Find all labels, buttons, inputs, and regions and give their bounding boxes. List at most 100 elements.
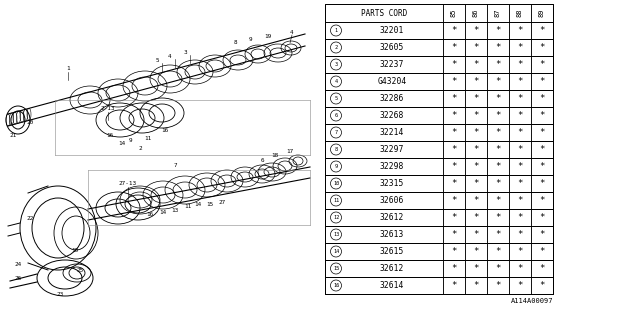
Text: 21: 21 (10, 132, 17, 138)
Text: *: * (517, 162, 523, 171)
Bar (487, 90, 509, 107)
Text: 32615: 32615 (380, 247, 404, 256)
Text: *: * (474, 26, 479, 35)
Bar (443, 209, 465, 226)
Text: 7: 7 (335, 130, 337, 135)
Bar (465, 243, 487, 260)
Text: 10: 10 (333, 181, 339, 186)
Text: *: * (495, 196, 500, 205)
Text: *: * (517, 179, 523, 188)
Text: *: * (495, 281, 500, 290)
Text: *: * (451, 145, 457, 154)
Bar (325, 56, 553, 73)
Circle shape (330, 59, 342, 70)
Bar (325, 141, 443, 158)
Text: *: * (451, 60, 457, 69)
Bar (443, 226, 465, 243)
Text: *: * (474, 145, 479, 154)
Bar (509, 175, 531, 192)
Bar (325, 158, 443, 175)
Bar (443, 22, 465, 39)
Text: *: * (451, 281, 457, 290)
Text: *: * (474, 162, 479, 171)
Text: *: * (517, 26, 523, 35)
Circle shape (330, 246, 342, 257)
Text: 32613: 32613 (380, 230, 404, 239)
Text: *: * (495, 247, 500, 256)
Bar (531, 4, 553, 22)
Bar (443, 192, 465, 209)
Text: *: * (540, 94, 545, 103)
Text: *: * (451, 43, 457, 52)
Bar (465, 141, 487, 158)
Text: *: * (474, 111, 479, 120)
Text: *: * (495, 77, 500, 86)
Text: 27: 27 (218, 201, 226, 205)
Bar (509, 90, 531, 107)
Bar (487, 4, 509, 22)
Text: *: * (474, 60, 479, 69)
Bar (509, 226, 531, 243)
Bar (487, 56, 509, 73)
Bar (325, 4, 553, 294)
Bar (531, 56, 553, 73)
Bar (531, 243, 553, 260)
Bar (531, 73, 553, 90)
Text: 32237: 32237 (380, 60, 404, 69)
Text: 11: 11 (333, 198, 339, 203)
Text: *: * (540, 230, 545, 239)
Text: 14: 14 (159, 211, 166, 215)
Text: 32297: 32297 (380, 145, 404, 154)
Text: *: * (474, 77, 479, 86)
Bar (443, 141, 465, 158)
Bar (325, 22, 553, 39)
Circle shape (330, 229, 342, 240)
Bar (465, 73, 487, 90)
Bar (325, 192, 443, 209)
Text: *: * (540, 264, 545, 273)
Circle shape (330, 212, 342, 223)
Bar (443, 158, 465, 175)
Bar (487, 209, 509, 226)
Bar (465, 107, 487, 124)
Bar (465, 277, 487, 294)
Bar (325, 56, 443, 73)
Bar (325, 175, 553, 192)
Bar (443, 56, 465, 73)
Circle shape (330, 110, 342, 121)
Bar (325, 260, 553, 277)
Bar (325, 39, 443, 56)
Text: *: * (474, 247, 479, 256)
Text: *: * (451, 94, 457, 103)
Bar (465, 56, 487, 73)
Text: *: * (517, 145, 523, 154)
Bar (443, 260, 465, 277)
Text: 32315: 32315 (380, 179, 404, 188)
Bar (487, 141, 509, 158)
Text: 19: 19 (264, 34, 271, 38)
Text: 14: 14 (118, 140, 125, 146)
Text: *: * (517, 60, 523, 69)
Text: *: * (517, 94, 523, 103)
Text: 16: 16 (161, 127, 168, 132)
Circle shape (330, 263, 342, 274)
Bar (509, 141, 531, 158)
Text: *: * (451, 179, 457, 188)
Bar (465, 22, 487, 39)
Circle shape (330, 161, 342, 172)
Bar (531, 22, 553, 39)
Bar (325, 209, 443, 226)
Bar (509, 277, 531, 294)
Text: 4: 4 (335, 79, 337, 84)
Text: 32612: 32612 (380, 264, 404, 273)
Bar (325, 260, 443, 277)
Bar (325, 277, 553, 294)
Text: *: * (540, 60, 545, 69)
Circle shape (330, 280, 342, 291)
Text: 32268: 32268 (380, 111, 404, 120)
Bar (465, 4, 487, 22)
Bar (465, 39, 487, 56)
Text: 14: 14 (333, 249, 339, 254)
Bar (325, 243, 553, 260)
Bar (487, 277, 509, 294)
